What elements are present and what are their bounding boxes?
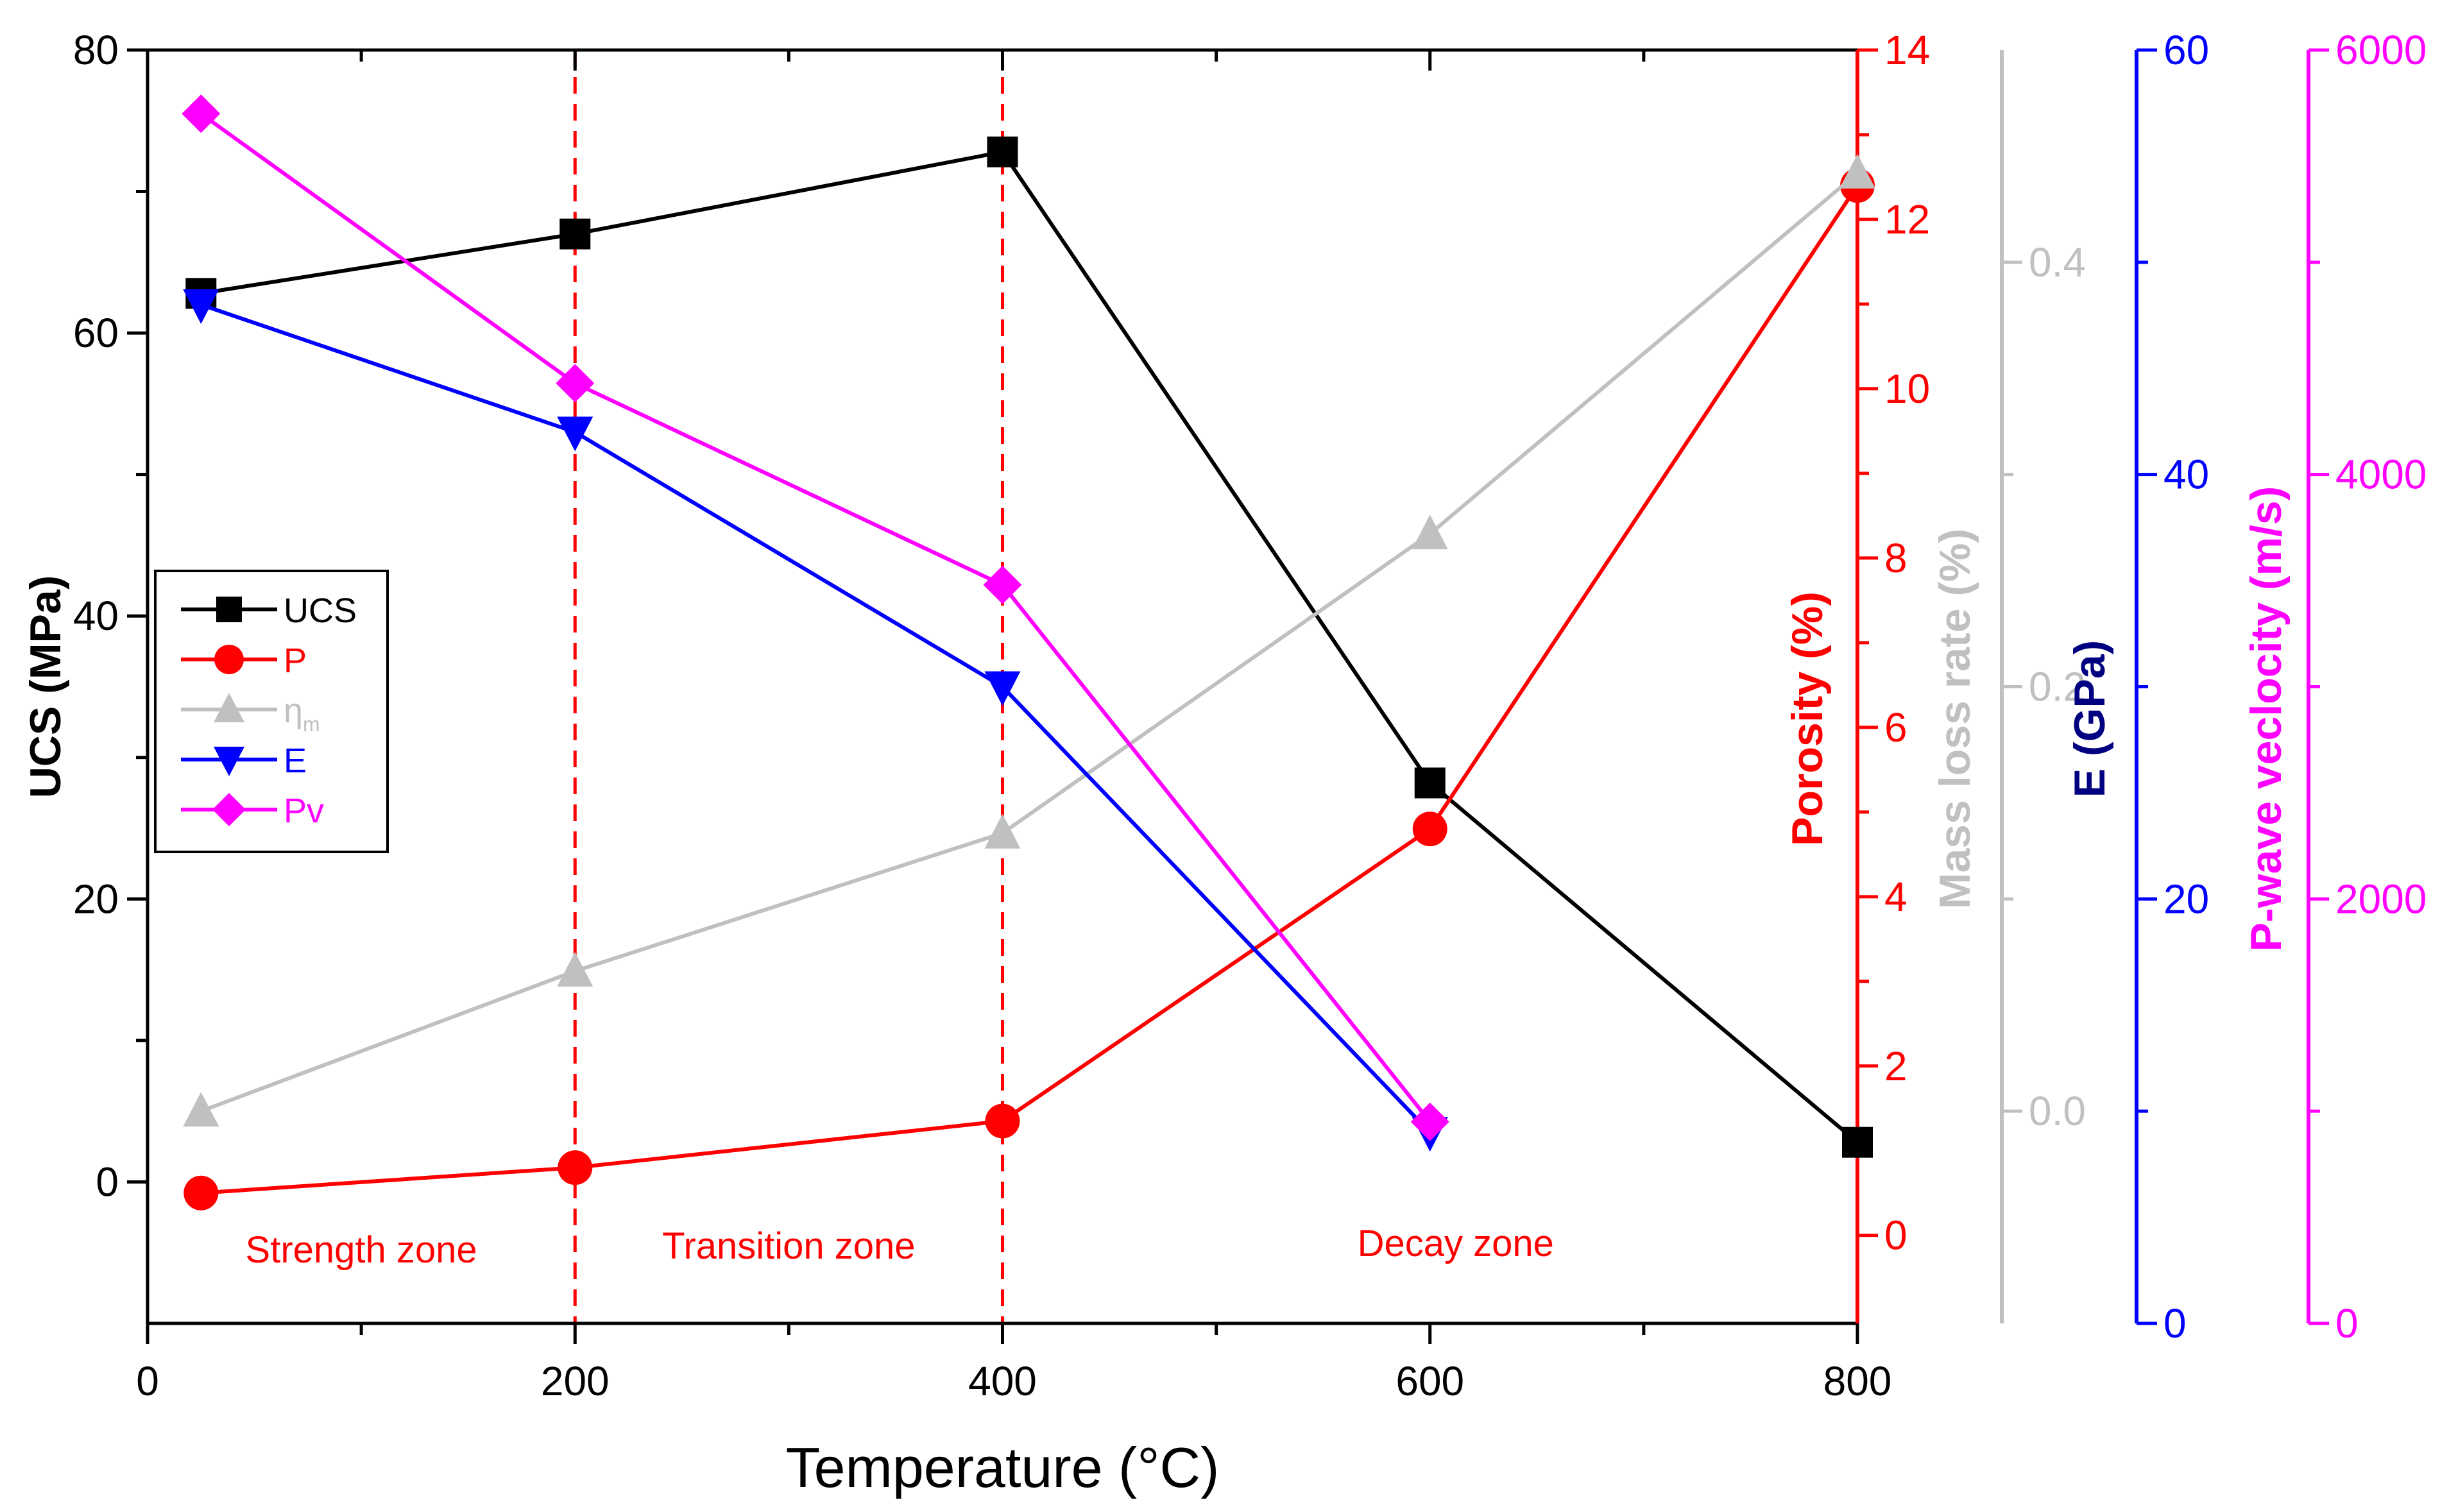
legend-label-4: Pv [284, 792, 324, 830]
point-Pv-600 [1410, 1102, 1449, 1141]
legend-label-3: E [284, 742, 307, 780]
p-axis-title: Porosity (%) [1783, 591, 1832, 846]
e-tick-label-3: 60 [2163, 27, 2209, 73]
p-tick-label-1: 2 [1884, 1043, 1907, 1089]
point-P-25 [183, 1175, 219, 1210]
ucs-tick-label-80: 80 [73, 27, 119, 73]
point-ηm-400 [984, 813, 1021, 849]
series-UCS [185, 136, 1873, 1158]
series-line-P [201, 184, 1859, 1195]
point-E-25 [183, 289, 219, 324]
point-ηm-800 [1839, 153, 1875, 189]
p-tick-label-6: 12 [1884, 196, 1930, 242]
pv-tick-label-2: 4000 [2335, 452, 2427, 498]
x-tick-label-0: 0 [136, 1358, 159, 1404]
ucs-tick-label-60: 60 [73, 310, 119, 356]
point-Pv-25 [182, 94, 221, 133]
point-P-400 [985, 1103, 1020, 1139]
series-line-ηm [200, 171, 1859, 1113]
x-tick-label-800: 800 [1823, 1358, 1892, 1404]
e-tick-label-0: 0 [2163, 1300, 2187, 1346]
legend-marker-4 [212, 793, 246, 826]
zone-label-2: Decay zone [1358, 1223, 1554, 1264]
point-Pv-200 [556, 364, 595, 403]
pv-axis-title: P-wave veclocity (m/s) [2242, 486, 2291, 952]
series-Pv [182, 94, 1449, 1141]
mass-axis-title: Mass loss rate (%) [1931, 529, 1979, 909]
ucs-tick-label-40: 40 [73, 593, 119, 639]
pv-tick-label-3: 6000 [2335, 27, 2427, 73]
legend-marker-2 [214, 693, 244, 722]
series-P [183, 168, 1875, 1210]
p-tick-label-7: 14 [1884, 27, 1930, 73]
point-E-200 [557, 416, 593, 452]
mass-tick-label-2: 0.4 [2029, 239, 2086, 285]
ucs-axis-title: UCS (MPa) [21, 575, 70, 799]
point-Pv-400 [983, 565, 1022, 604]
e-tick-label-1: 20 [2163, 876, 2209, 922]
ucs-tick-label-0: 0 [96, 1159, 119, 1205]
series-line-E [200, 303, 1431, 1134]
point-ηm-600 [1412, 514, 1448, 550]
mass-tick-label-1: 0.2 [2029, 664, 2086, 710]
labels: Temperature (°C) UCS (MPa) Porosity (%) Mas… [21, 486, 2291, 1499]
point-E-400 [984, 671, 1021, 706]
zone-label-0: Strength zone [246, 1229, 477, 1271]
x-tick-label-400: 400 [968, 1358, 1037, 1404]
legend-marker-1 [214, 645, 244, 674]
point-ηm-200 [557, 951, 593, 987]
p-tick-label-5: 10 [1884, 366, 1930, 412]
point-P-200 [558, 1150, 593, 1185]
pv-tick-label-1: 2000 [2335, 876, 2427, 922]
x-tick-label-200: 200 [541, 1358, 610, 1404]
pv-tick-label-0: 0 [2335, 1300, 2359, 1346]
point-UCS-200 [559, 218, 591, 250]
mass-tick-label-0: 0.0 [2029, 1088, 2086, 1134]
point-P-600 [1412, 811, 1447, 847]
legend-marker-0 [216, 597, 242, 622]
p-tick-label-3: 6 [1884, 704, 1907, 751]
e-tick-label-2: 40 [2163, 452, 2209, 498]
x-tick-label-600: 600 [1395, 1358, 1464, 1404]
p-tick-label-4: 8 [1884, 535, 1907, 581]
point-UCS-800 [1842, 1126, 1873, 1158]
e-axis-title: E (GPa) [2065, 640, 2114, 798]
axes: 0 200 400 600 800020406080024681012140.00.20… [73, 27, 2427, 1404]
series-ηm [183, 153, 1875, 1127]
legend-label-0: UCS [284, 591, 357, 630]
series-line-Pv [200, 112, 1432, 1123]
legend-label-sub-2: m [303, 713, 320, 736]
p-tick-label-0: 0 [1884, 1212, 1907, 1259]
legend-label-1: P [284, 641, 307, 680]
p-tick-label-2: 4 [1884, 874, 1907, 920]
point-UCS-600 [1414, 767, 1446, 799]
zone-divider-lines [573, 50, 1004, 1323]
point-UCS-400 [987, 136, 1018, 167]
x-axis-title: Temperature (°C) [786, 1436, 1220, 1499]
legend-marker-3 [214, 747, 244, 776]
zone-label-1: Transition zone [662, 1225, 915, 1267]
series-line-UCS [200, 149, 1859, 1144]
series [182, 94, 1875, 1210]
ucs-tick-label-20: 20 [73, 876, 119, 922]
point-ηm-25 [183, 1092, 219, 1127]
